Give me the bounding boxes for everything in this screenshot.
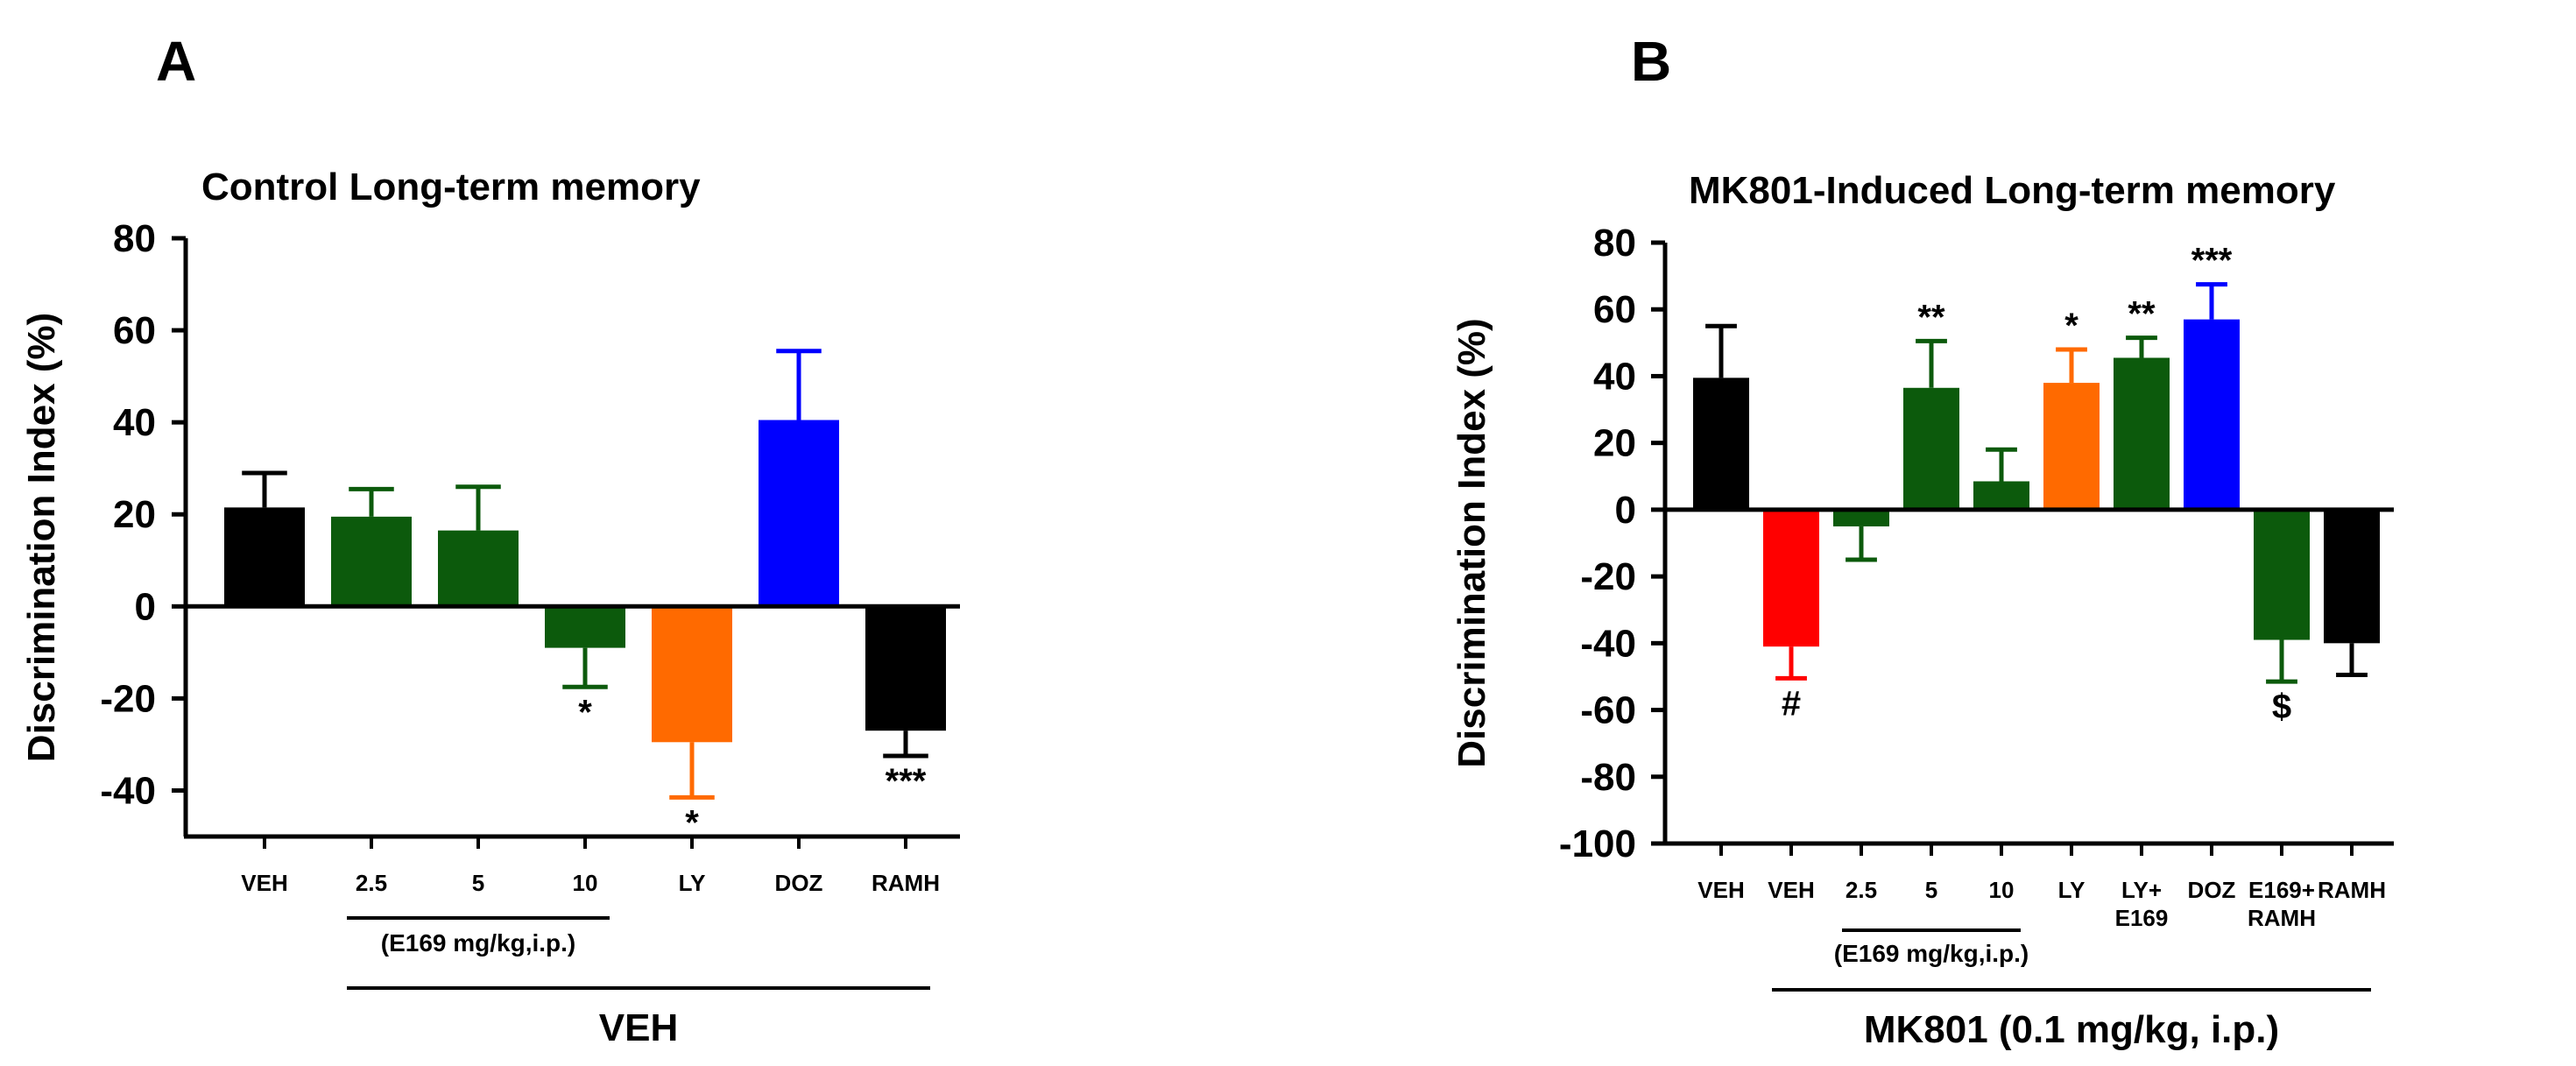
x-tick-label: 5 (472, 870, 484, 896)
significance-marker: *** (886, 762, 927, 801)
x-tick-label: 2.5 (1846, 877, 1877, 903)
bar (545, 606, 625, 648)
bar (652, 606, 732, 743)
x-tick-label: DOZ (775, 870, 823, 896)
panel-letter: B (1631, 30, 1671, 93)
x-tick-label: LY (679, 870, 706, 896)
x-tick-label: 2.5 (356, 870, 387, 896)
y-tick-label: -80 (1580, 756, 1636, 799)
y-tick-label: -40 (1580, 622, 1636, 665)
y-tick-label: 40 (1593, 355, 1636, 398)
group-label: (E169 mg/kg,i.p.) (1834, 940, 2029, 967)
y-tick-label: 80 (113, 217, 156, 260)
bar (2324, 509, 2380, 644)
x-tick-label: RAMH (2318, 877, 2386, 903)
panel-letter: A (156, 30, 196, 93)
x-tick-label: LY (2058, 877, 2086, 903)
group-label: VEH (599, 1006, 678, 1049)
x-tick-label: VEH (1697, 877, 1744, 903)
bar (438, 530, 519, 607)
x-tick-label: 10 (1989, 877, 2015, 903)
bar (224, 507, 305, 607)
bar (1833, 509, 1889, 526)
y-tick-label: 20 (1593, 422, 1636, 465)
significance-marker: * (2064, 307, 2078, 345)
x-tick-label-line: E169 (2115, 905, 2169, 931)
y-tick-label: 60 (1593, 288, 1636, 331)
bar (1903, 387, 1959, 510)
significance-marker: * (685, 803, 699, 842)
bar (331, 516, 412, 607)
group-label: MK801 (0.1 mg/kg, i.p.) (1864, 1008, 2279, 1051)
y-axis-label: Discrimination Index (%) (20, 313, 63, 762)
bar (2043, 383, 2100, 510)
y-tick-label: -60 (1580, 689, 1636, 732)
x-tick-label: LY+ E169 (2115, 877, 2169, 931)
bar (2114, 357, 2170, 510)
y-tick-label: -20 (100, 677, 156, 720)
significance-marker: ** (1917, 298, 1945, 336)
significance-marker: $ (2272, 688, 2291, 726)
bar (1693, 378, 1749, 510)
y-tick-label: 0 (135, 585, 156, 628)
group-label: (E169 mg/kg,i.p.) (381, 929, 576, 957)
y-tick-label: 80 (1593, 222, 1636, 265)
significance-marker: ** (2128, 295, 2156, 334)
y-tick-label: 40 (113, 401, 156, 444)
x-tick-label: VEH (1768, 877, 1814, 903)
x-tick-label: RAMH (872, 870, 940, 896)
significance-marker: * (578, 693, 592, 731)
chart-title: Control Long-term memory (201, 166, 701, 208)
bar (1973, 481, 2029, 510)
bar (865, 606, 946, 731)
chart-title: MK801-Induced Long-term memory (1689, 169, 2336, 212)
significance-marker: # (1782, 684, 1801, 723)
bar (1763, 509, 1819, 647)
bar (759, 420, 839, 607)
x-tick-label: 10 (573, 870, 598, 896)
y-tick-label: 0 (1615, 489, 1636, 532)
x-tick-label-line: LY+ (2121, 877, 2162, 903)
x-tick-label: 5 (1925, 877, 1937, 903)
x-tick-label: E169+ RAMH (2248, 877, 2316, 931)
bar (2184, 319, 2240, 510)
x-tick-label-line: RAMH (2248, 905, 2316, 931)
y-tick-label: 60 (113, 309, 156, 352)
y-tick-label: -100 (1559, 822, 1636, 865)
y-tick-label: -20 (1580, 555, 1636, 598)
y-tick-label: 20 (113, 493, 156, 536)
x-tick-label-line: E169+ (2248, 877, 2315, 903)
x-tick-label: VEH (241, 870, 287, 896)
x-tick-label: DOZ (2188, 877, 2236, 903)
y-axis-label: Discrimination Index (%) (1450, 318, 1493, 767)
bar (2254, 509, 2310, 640)
significance-marker: *** (2191, 242, 2233, 280)
y-tick-label: -40 (100, 769, 156, 812)
